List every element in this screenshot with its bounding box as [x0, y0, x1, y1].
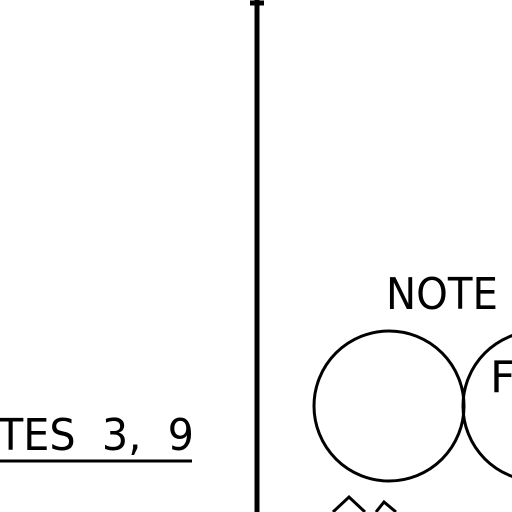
note-label: NOTE [386, 269, 498, 320]
reference-bubble-right [461, 334, 512, 478]
notes-reference-text: TES 3, 9 [0, 410, 194, 461]
symbol-chevron-right [374, 499, 397, 512]
symbol-chevron-left [331, 494, 367, 512]
reference-bubble-empty [312, 329, 466, 483]
reference-bubble-letter: F [490, 352, 512, 403]
